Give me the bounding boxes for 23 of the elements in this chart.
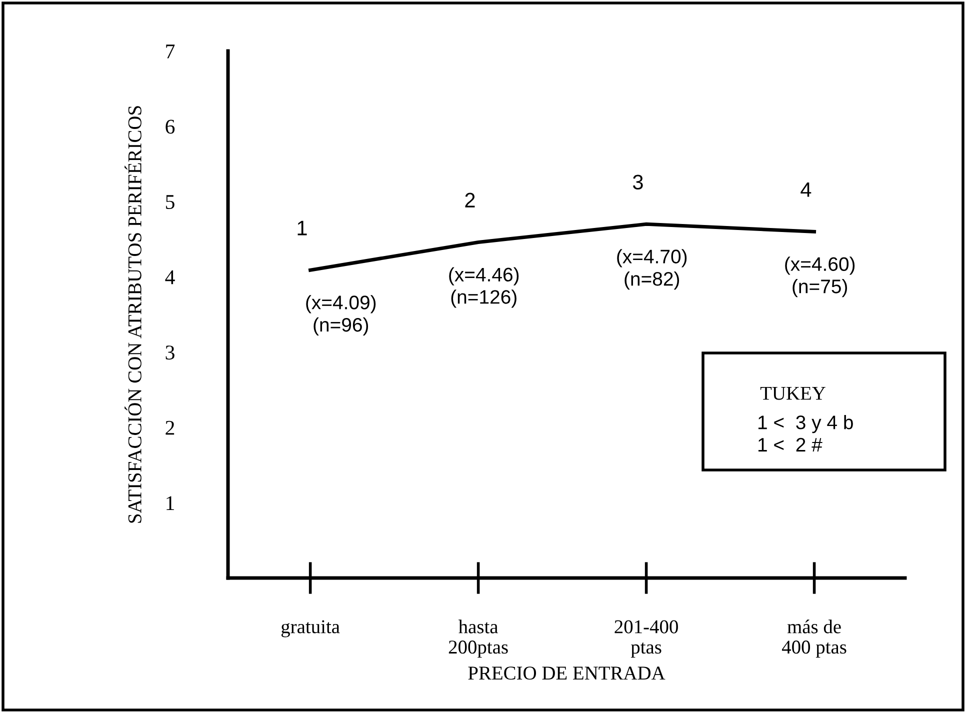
annotation: TUKEY — [760, 386, 826, 400]
y-tick-label: 5 — [166, 195, 174, 210]
y-tick-label: 2 — [166, 420, 174, 435]
annotation: (x=4.46) (n=126) — [449, 267, 519, 308]
annotation: (x=4.70) (n=82) — [617, 249, 687, 290]
x-tick-label: hasta 200ptas — [448, 620, 508, 658]
y-tick-label: 1 — [166, 496, 174, 510]
x-tick-label: gratuita — [281, 620, 340, 638]
annotation: (x=4.09) (n=96) — [306, 295, 376, 336]
annotation: 3 — [632, 174, 643, 190]
annotation: 4 — [800, 182, 812, 197]
annotation: (x=4.60) (n=75) — [785, 256, 855, 298]
y-tick-label: 6 — [166, 120, 175, 134]
y-tick-label: 3 — [166, 346, 174, 360]
annotation: 1 — [298, 220, 307, 236]
y-tick-label: 7 — [166, 44, 175, 58]
annotation: 1 < 3 y 4 b 1 < 2 # — [758, 415, 853, 452]
y-tick-label: 4 — [165, 270, 175, 284]
x-tick-label: 201-400 ptas — [614, 620, 678, 658]
annotation: 2 — [465, 192, 475, 208]
x-tick-label: más de 400 ptas — [782, 620, 846, 658]
x-axis-title: PRECIO DE ENTRADA — [468, 666, 666, 680]
y-axis-title: SATISFACCIÓN CON ATRIBUTOS PERIFÉRICOS — [124, 106, 142, 523]
